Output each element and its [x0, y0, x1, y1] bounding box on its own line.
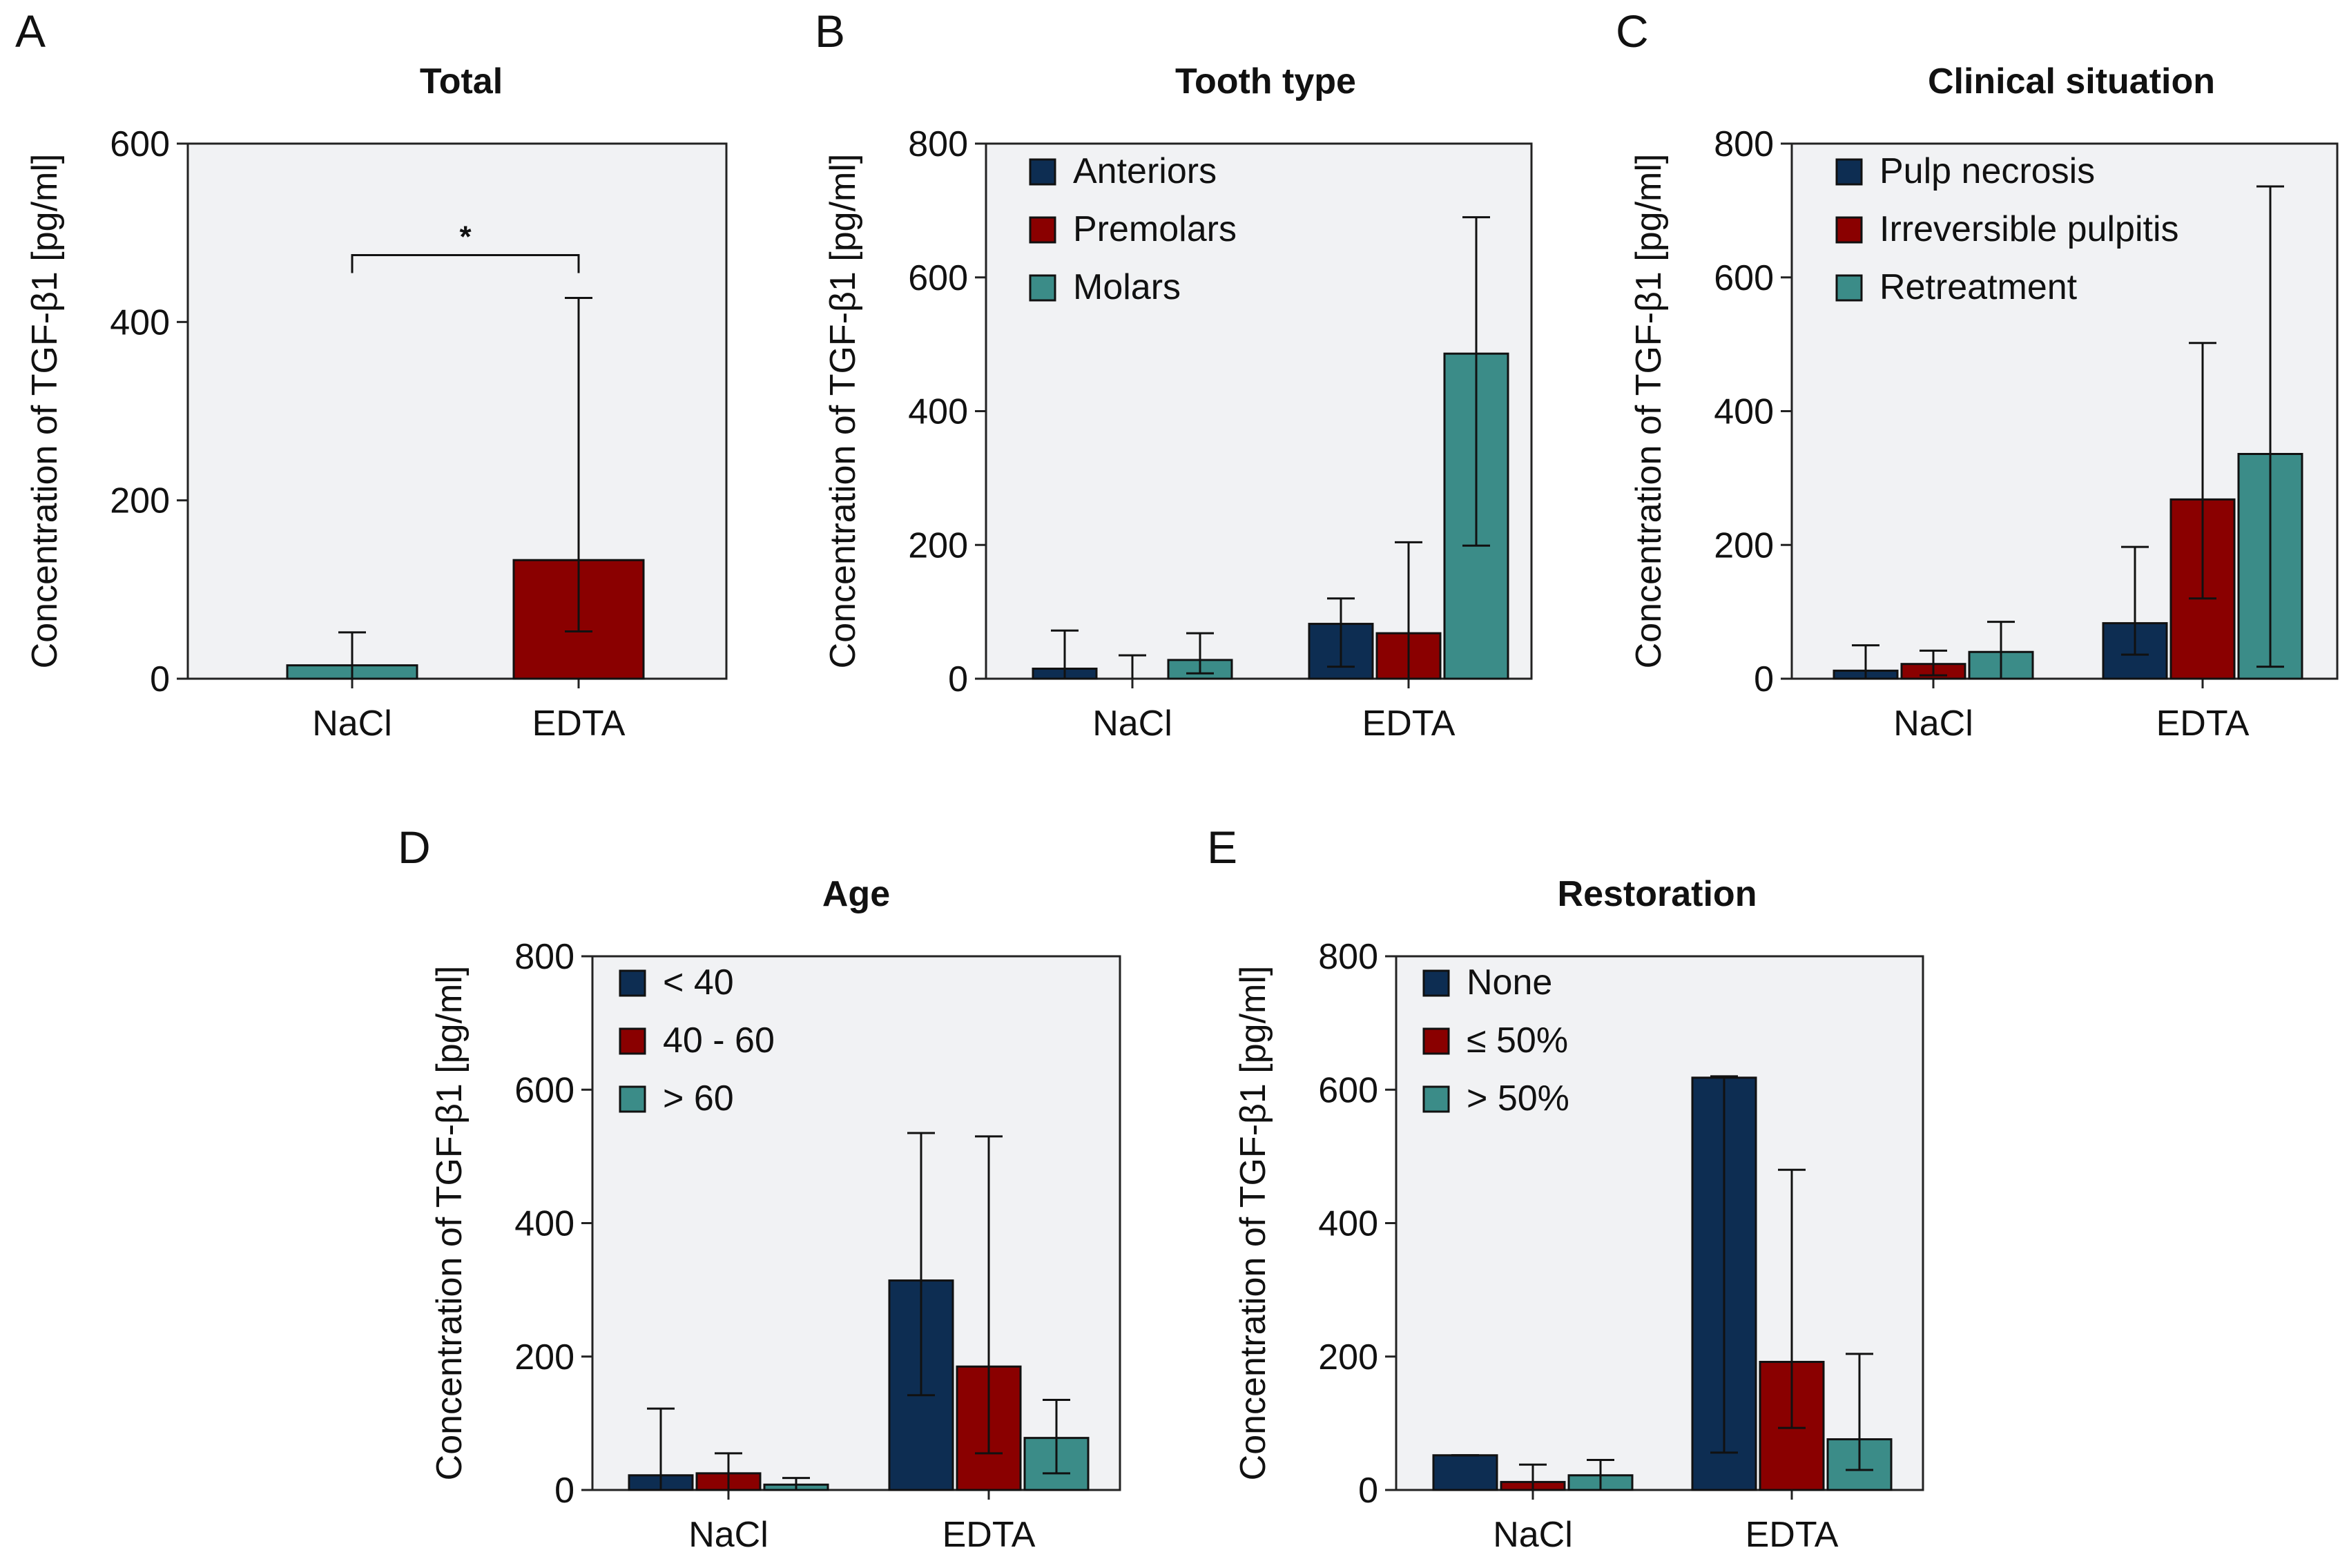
plot-area — [985, 142, 1533, 680]
y-tick-label: 200 — [110, 481, 170, 521]
chart-title: Restoration — [1558, 874, 1757, 914]
y-tick-label: 0 — [1358, 1471, 1378, 1511]
panel-e: E Restoration Concentration of TGF-β1 [pg/… — [1207, 822, 1924, 1555]
legend-label: 40 - 60 — [663, 1020, 775, 1061]
x-tick-label: EDTA — [2156, 704, 2250, 744]
y-axis-label: Concentration of TGF-β1 [pg/ml] — [1233, 966, 1273, 1481]
y-axis-label: Concentration of TGF-β1 [pg/ml] — [25, 154, 65, 669]
y-tick-label: 600 — [1318, 1070, 1378, 1110]
chart-title: Clinical situation — [1928, 61, 2215, 101]
x-tick-label: NaCl — [312, 704, 392, 744]
x-tick-label: EDTA — [1362, 704, 1456, 744]
y-tick-label: 0 — [554, 1471, 574, 1511]
y-tick-label: 400 — [1714, 392, 1774, 432]
x-tick-label: NaCl — [1493, 1515, 1573, 1555]
chart-title: Tooth type — [1175, 61, 1356, 101]
y-tick-label: 600 — [1714, 258, 1774, 298]
y-tick-label: 200 — [514, 1337, 574, 1377]
significance-star: * — [459, 220, 472, 253]
legend: < 40 40 - 60 > 60 — [619, 962, 775, 1119]
x-tick-label: EDTA — [1746, 1515, 1839, 1555]
bar — [1432, 1454, 1498, 1491]
y-tick-label: 0 — [948, 659, 968, 699]
y-tick-label: 400 — [514, 1204, 574, 1244]
legend-label: > 50% — [1467, 1078, 1569, 1119]
legend-label: ≤ 50% — [1467, 1020, 1568, 1061]
legend-label: Anteriors — [1073, 151, 1217, 191]
x-tick-label: EDTA — [532, 704, 626, 744]
x-tick-label: NaCl — [1893, 704, 1973, 744]
panel-b: B Tooth type Concentration of TGF-β1 [pg/m… — [815, 6, 1533, 744]
panel-c: C Clinical situation Concentration of TGF-… — [1616, 6, 2339, 744]
y-tick-label: 200 — [908, 525, 968, 565]
y-axis-label: Concentration of TGF-β1 [pg/ml] — [429, 966, 470, 1481]
legend-label: Irreversible pulpitis — [1879, 209, 2179, 249]
legend-label: > 60 — [663, 1078, 734, 1119]
panel-letter: E — [1207, 822, 1237, 873]
legend: None ≤ 50% > 50% — [1422, 962, 1569, 1119]
legend: Anteriors Premolars Molars — [1029, 151, 1237, 307]
legend-label: Premolars — [1073, 209, 1237, 249]
legend-swatch — [1835, 216, 1863, 244]
y-tick-label: 800 — [1714, 124, 1774, 164]
legend-swatch — [1422, 1027, 1450, 1055]
legend-label: None — [1467, 962, 1552, 1003]
legend-swatch — [619, 969, 646, 997]
legend: Pulp necrosis Irreversible pulpitis Retrea… — [1835, 151, 2179, 307]
legend-swatch — [1029, 158, 1056, 186]
y-tick-label: 800 — [1318, 937, 1378, 977]
y-tick-label: 800 — [908, 124, 968, 164]
legend-swatch — [1422, 1085, 1450, 1113]
legend-label: < 40 — [663, 962, 734, 1003]
x-tick-label: EDTA — [942, 1515, 1036, 1555]
legend-swatch — [1422, 969, 1450, 997]
y-tick-label: 600 — [110, 124, 170, 164]
y-tick-label: 400 — [1318, 1204, 1378, 1244]
y-axis-label: Concentration of TGF-β1 [pg/ml] — [823, 154, 863, 669]
y-tick-label: 600 — [514, 1070, 574, 1110]
plot-area — [1395, 955, 1924, 1491]
panel-letter: A — [15, 6, 46, 57]
y-tick-label: 0 — [150, 659, 170, 699]
y-tick-label: 600 — [908, 258, 968, 298]
y-tick-label: 400 — [110, 302, 170, 342]
legend-swatch — [1835, 274, 1863, 302]
plot-area — [186, 142, 728, 680]
panel-a: A Total Concentration of TGF-β1 [pg/ml] 0 20… — [15, 6, 728, 744]
y-tick-label: 0 — [1754, 659, 1774, 699]
x-tick-label: NaCl — [1092, 704, 1172, 744]
y-tick-label: 400 — [908, 392, 968, 432]
y-tick-label: 800 — [514, 937, 574, 977]
legend-swatch — [1029, 216, 1056, 244]
plot-area — [591, 955, 1121, 1491]
panel-letter: C — [1616, 6, 1649, 57]
legend-swatch — [1835, 158, 1863, 186]
panel-letter: B — [815, 6, 845, 57]
x-tick-label: NaCl — [688, 1515, 768, 1555]
y-tick-label: 200 — [1714, 525, 1774, 565]
significance-bracket — [351, 253, 580, 273]
legend-swatch — [1029, 274, 1056, 302]
legend-label: Molars — [1073, 267, 1181, 307]
panel-d: D Age Concentration of TGF-β1 [pg/ml] 0 200 4… — [398, 822, 1121, 1555]
chart-title: Total — [420, 61, 503, 101]
y-axis-label: Concentration of TGF-β1 [pg/ml] — [1629, 154, 1669, 669]
panel-letter: D — [398, 822, 431, 873]
legend-label: Retreatment — [1879, 267, 2078, 307]
y-tick-label: 200 — [1318, 1337, 1378, 1377]
legend-label: Pulp necrosis — [1879, 151, 2095, 191]
legend-swatch — [619, 1085, 646, 1113]
legend-swatch — [619, 1027, 646, 1055]
chart-title: Age — [822, 874, 890, 914]
